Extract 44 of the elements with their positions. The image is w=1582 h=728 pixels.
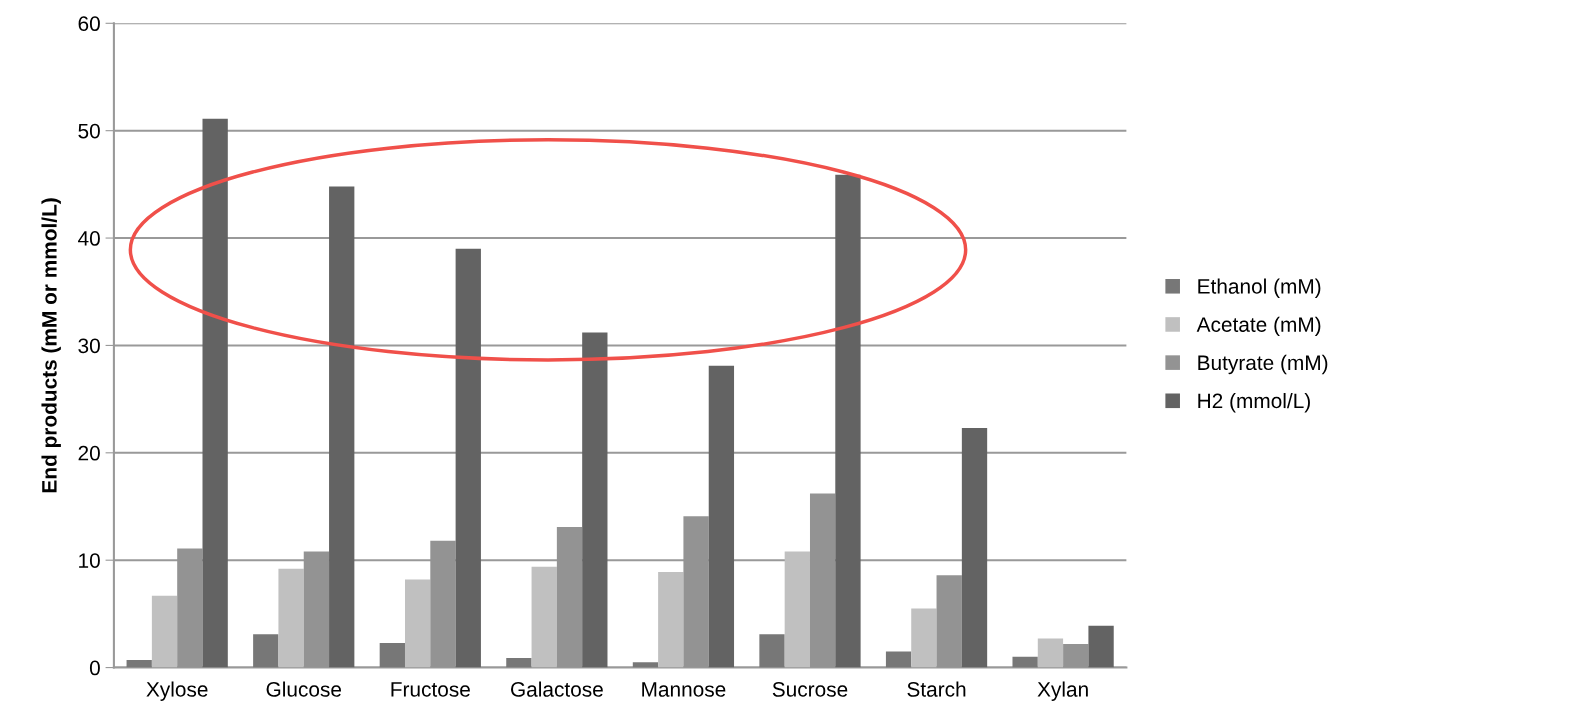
bar: [658, 572, 684, 668]
x-tick-label: Xylose: [146, 681, 208, 701]
bar: [202, 118, 228, 668]
bar: [253, 634, 279, 668]
bar: [708, 365, 735, 668]
y-tick-label: 0: [89, 660, 100, 676]
bar: [885, 651, 912, 668]
x-tick-label: Sucrose: [772, 682, 848, 697]
legend-label: Ethanol (mM): [1198, 278, 1321, 298]
bar: [911, 608, 937, 668]
bar: [961, 428, 988, 668]
x-tick-label: Starch: [907, 681, 966, 697]
bar: [278, 568, 304, 668]
y-tick-label: 50: [78, 123, 100, 139]
bar: [632, 662, 659, 668]
bar: [835, 174, 861, 668]
legend-label: Acetate (mM): [1196, 316, 1321, 337]
x-tick-label: Galactose: [511, 681, 603, 697]
bar: [1088, 625, 1114, 668]
x-tick-label: Mannose: [642, 682, 726, 697]
legend-label: Butyrate (mM): [1198, 354, 1328, 375]
bar: [404, 579, 431, 668]
bar: [151, 595, 178, 668]
x-tick-label: Fructose: [391, 682, 470, 697]
bar: [379, 642, 405, 668]
y-tick-label: 20: [78, 445, 100, 461]
bar: [582, 332, 608, 668]
bar: [759, 634, 785, 668]
y-tick-label: 30: [78, 338, 100, 354]
x-tick-label: Glucose: [266, 681, 342, 697]
y-axis-title: End products (mM or mmol/L): [41, 198, 61, 493]
y-tick-label: 40: [78, 231, 100, 246]
bar: [455, 248, 481, 668]
bar: [784, 551, 810, 668]
y-tick-label: 10: [79, 553, 100, 568]
bar: [1012, 656, 1038, 668]
legend-label: H2 (mmol/L): [1198, 392, 1310, 413]
bar: [126, 660, 152, 668]
x-tick-label: Xylan: [1037, 681, 1088, 701]
bar: [531, 566, 557, 668]
bar: [506, 657, 532, 668]
bar: [329, 186, 355, 668]
bar: [1037, 638, 1064, 668]
y-tick-label: 60: [78, 16, 100, 32]
